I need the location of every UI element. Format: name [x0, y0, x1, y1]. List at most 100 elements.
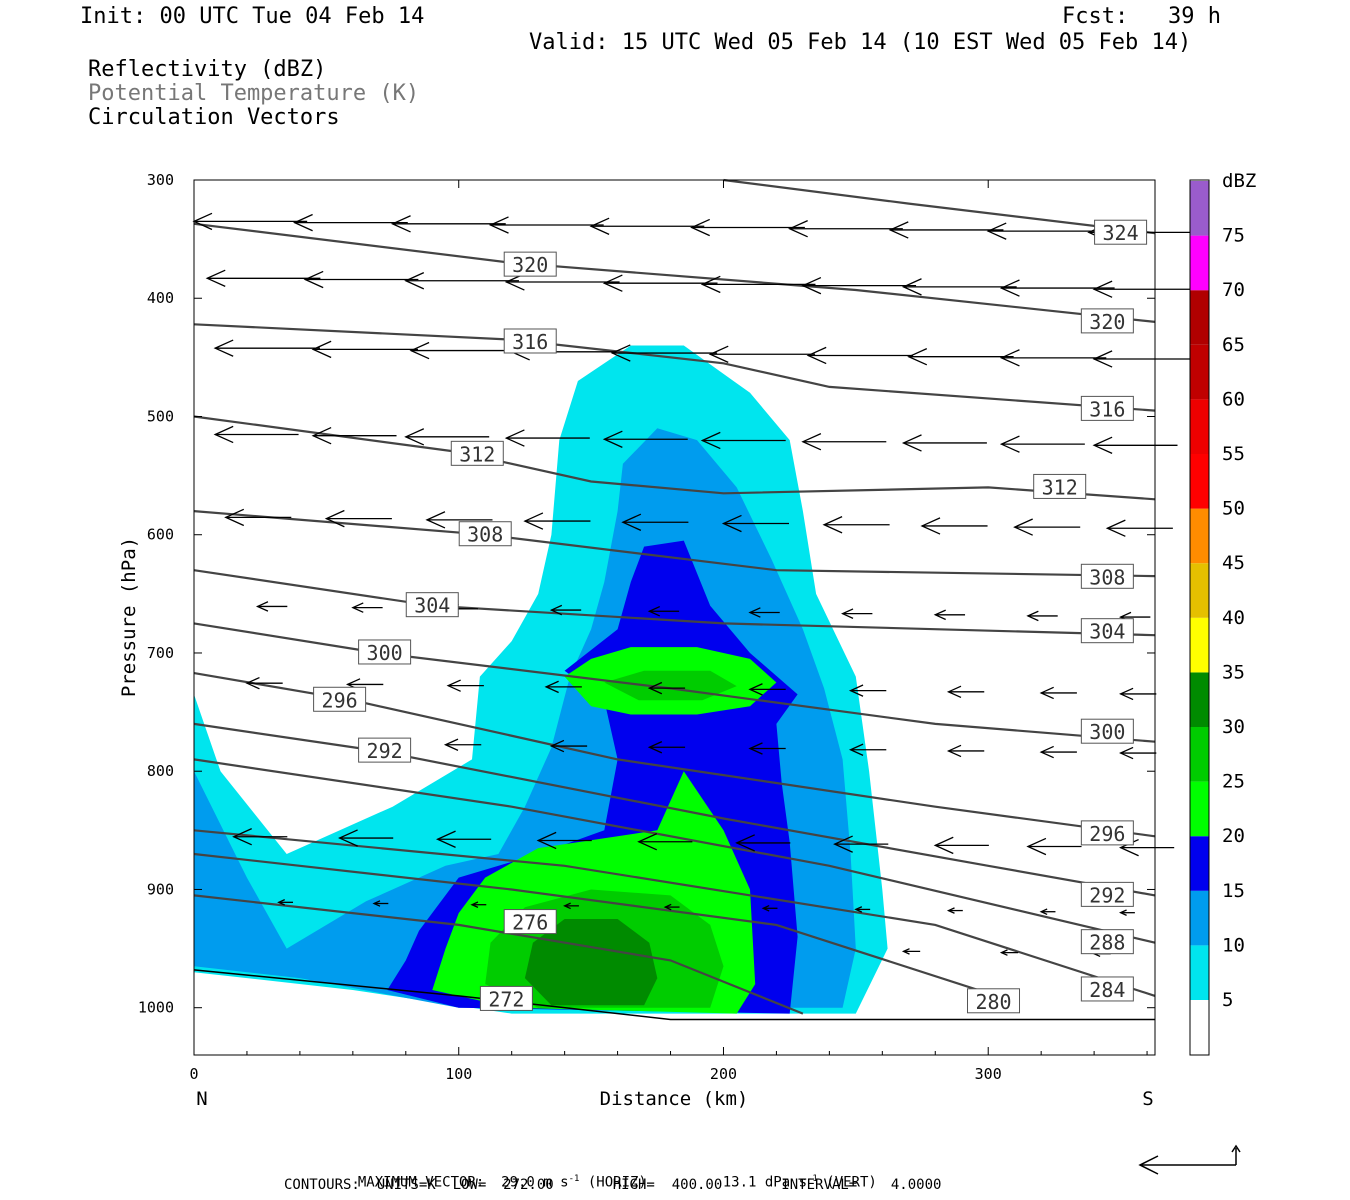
circulation-vector-60 [245, 676, 283, 690]
y-tick-label-700: 700 [147, 644, 174, 662]
x-end-label-north: N [196, 1088, 207, 1110]
circulation-vector-79 [338, 829, 394, 847]
colorbar-swatch-25 [1190, 727, 1209, 782]
circulation-vector-84 [833, 835, 889, 853]
legend-title-reflectivity: Reflectivity (dBZ) [88, 57, 327, 82]
colorbar-label-55: 55 [1222, 443, 1245, 465]
circulation-vector-64 [647, 681, 686, 695]
circulation-vector-94 [854, 906, 871, 913]
y-tick-label-900: 900 [147, 880, 174, 898]
circulation-vector-68 [1039, 686, 1077, 700]
colorbar-label-5: 5 [1222, 989, 1233, 1011]
circulation-vector-85 [933, 836, 989, 855]
theta-contour-label-288-17: 288 [1080, 929, 1134, 955]
theta-contour-312-5 [193, 415, 1156, 501]
circulation-vector-69 [1118, 687, 1157, 701]
circulation-vector-93 [761, 904, 778, 912]
circulation-vector-91 [563, 902, 579, 910]
circulation-vector-50 [255, 601, 288, 612]
theta-contour-296-13 [193, 672, 1156, 838]
circulation-vector-95 [946, 907, 963, 914]
colorbar-swatch-45 [1190, 508, 1209, 564]
circulation-vector-27 [907, 348, 1014, 366]
circulation-vector-24 [610, 344, 718, 362]
circulation-vector-71 [549, 739, 588, 753]
theta-contour-label-308-8: 308 [1080, 563, 1134, 589]
svg-text:300: 300 [367, 641, 403, 665]
theta-contour-label-304-9: 304 [405, 592, 459, 618]
circulation-vector-36 [801, 433, 887, 451]
svg-text:300: 300 [1089, 720, 1125, 744]
circulation-vector-41 [324, 509, 392, 528]
theta-contour-label-312-6: 312 [1033, 473, 1087, 499]
circulation-vector-29 [1092, 350, 1199, 368]
circulation-vector-30 [213, 425, 299, 444]
theta-contour-label-312-5: 312 [450, 440, 504, 466]
colorbar-swatch-60 [1190, 344, 1209, 400]
circulation-vector-7 [888, 221, 1004, 239]
svg-text:284: 284 [1089, 978, 1125, 1002]
circulation-vector-83 [735, 834, 791, 852]
circulation-vector-75 [946, 744, 985, 758]
circulation-vector-34 [602, 430, 688, 448]
colorbar-frame [1189, 179, 1210, 1056]
circulation-vector-5 [690, 218, 805, 237]
x-axis-label: Distance (km) [600, 1088, 749, 1110]
circulation-vector-4 [589, 217, 705, 235]
circulation-vector-80 [435, 830, 492, 848]
circulation-vector-92 [663, 903, 680, 911]
legend-title-vectors: Circulation Vectors [88, 105, 340, 130]
circulation-vector-19 [1092, 280, 1208, 298]
theta-contour-284-18 [193, 829, 1156, 997]
theta-contour-320-1 [193, 222, 1156, 323]
svg-text:280: 280 [975, 990, 1011, 1014]
circulation-vector-90 [470, 901, 487, 908]
svg-text:272: 272 [488, 987, 524, 1011]
circulation-vector-70 [443, 738, 482, 751]
svg-text:312: 312 [459, 442, 495, 466]
circulation-vector-54 [647, 605, 680, 617]
theta-contour-label-276-20: 276 [503, 909, 557, 935]
colorbar-label-35: 35 [1222, 661, 1245, 683]
svg-text:324: 324 [1103, 221, 1139, 245]
colorbar-swatch-10 [1190, 890, 1209, 946]
theta-contour-label-300-12: 300 [1080, 718, 1134, 744]
legend-title-theta: Potential Temperature (K) [88, 81, 420, 106]
colorbar-label-45: 45 [1222, 552, 1245, 574]
theta-contour-label-308-7: 308 [458, 521, 512, 547]
circulation-vector-45 [721, 514, 789, 533]
circulation-vector-65 [748, 683, 786, 696]
circulation-vector-73 [748, 742, 786, 755]
circulation-vector-58 [1026, 610, 1058, 622]
svg-text:308: 308 [1089, 565, 1125, 589]
circulation-vector-78 [232, 828, 288, 846]
theta-contour-label-292-15: 292 [358, 737, 412, 763]
theta-contour-label-292-16: 292 [1080, 881, 1134, 907]
circulation-vector-35 [700, 431, 786, 450]
colorbar-label-60: 60 [1222, 388, 1245, 410]
theta-contour-label-284-18: 284 [1080, 976, 1134, 1002]
colorbar-label-25: 25 [1222, 771, 1245, 793]
circulation-vector-16 [801, 276, 917, 295]
circulation-vector-62 [446, 679, 484, 692]
colorbar-swatch-5 [1190, 945, 1209, 1000]
circulation-vector-44 [621, 513, 689, 531]
theta-contour-280-19 [193, 852, 1016, 1003]
circulation-vector-10 [205, 269, 321, 287]
y-axis-label: Pressure (hPa) [118, 537, 140, 697]
theta-contour-288-17 [193, 758, 1156, 944]
x-end-label-south: S [1142, 1088, 1153, 1110]
contours-info-text: CONTOURS: UNITS=K LOW= 272.00 HIGH= 400.… [284, 1177, 942, 1193]
circulation-vector-63 [544, 680, 582, 694]
y-tick-label-1000: 1000 [138, 999, 174, 1017]
circulation-vector-33 [504, 429, 590, 447]
circulation-vector-74 [848, 743, 887, 756]
colorbar-swatch-40 [1190, 563, 1209, 618]
circulation-vector-86 [1026, 837, 1082, 856]
circulation-vector-53 [549, 604, 582, 616]
colorbar-label-10: 10 [1222, 934, 1245, 956]
svg-text:308: 308 [467, 523, 503, 547]
theta-contour-label-320-2: 320 [1080, 308, 1134, 334]
colorbar-swatch-20 [1190, 781, 1209, 837]
x-tick-label-0: 0 [189, 1065, 198, 1083]
